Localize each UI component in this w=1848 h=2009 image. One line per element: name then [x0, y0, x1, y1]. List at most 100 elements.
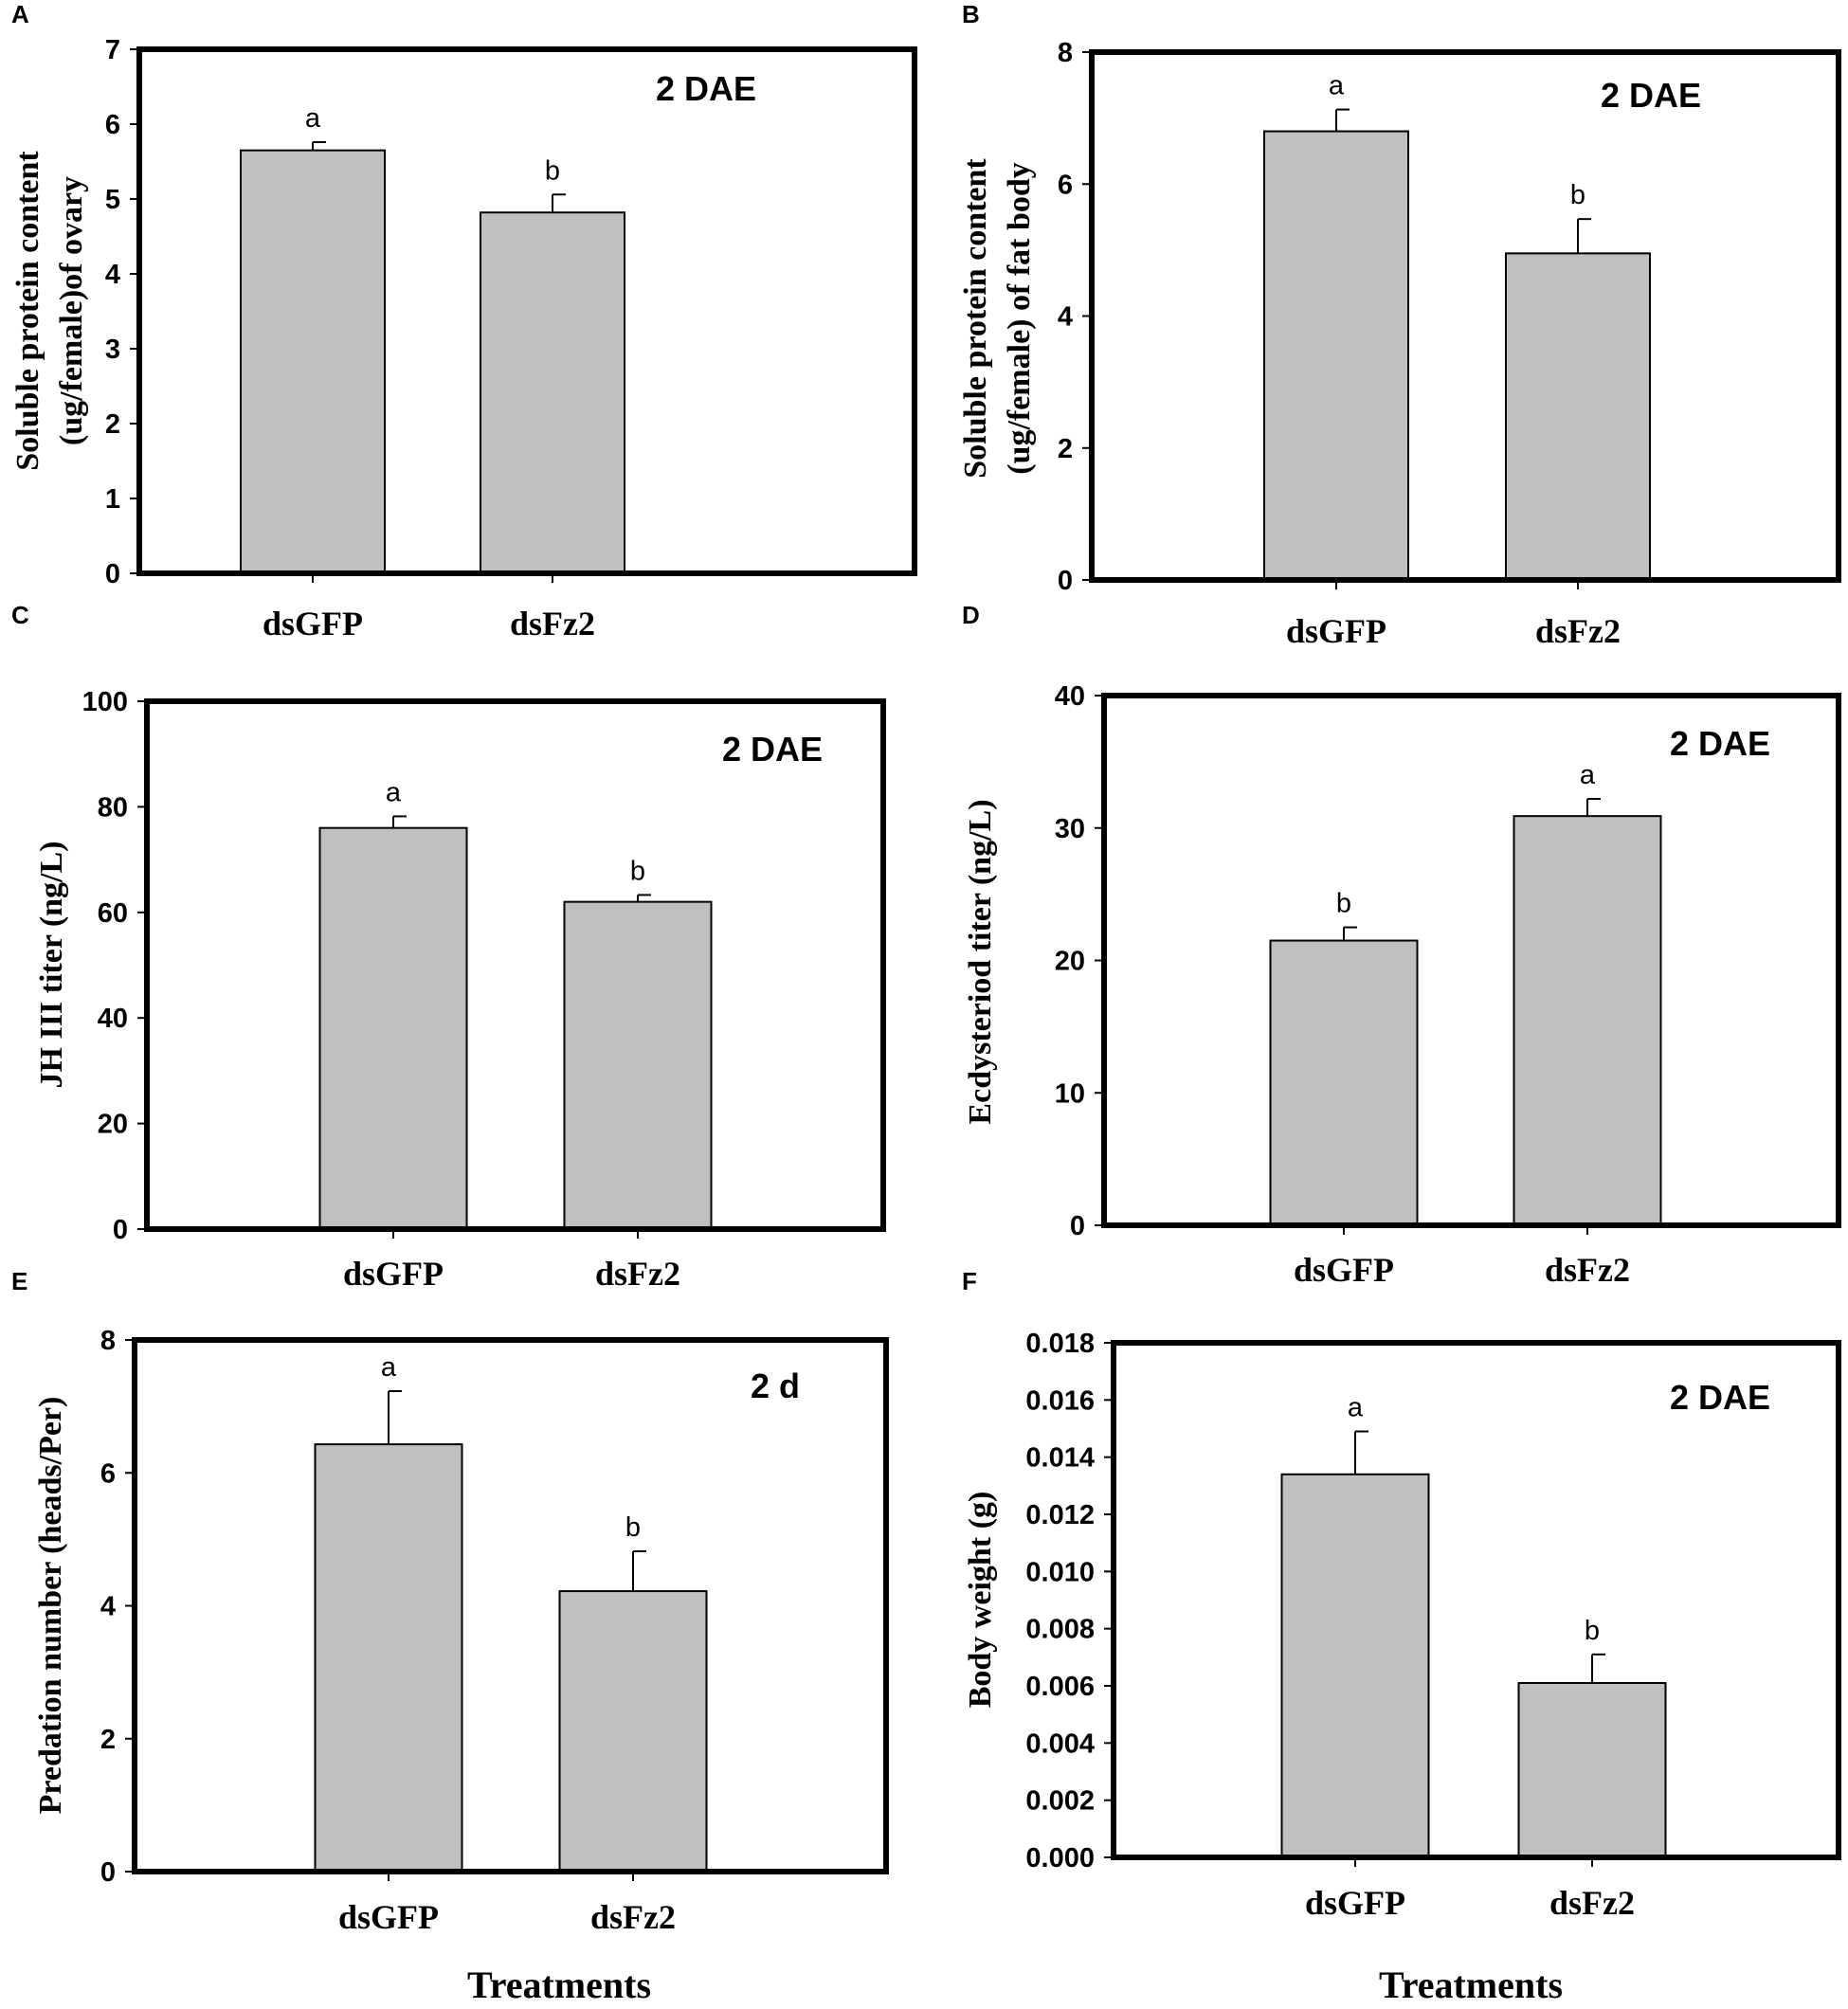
- y-tick-label: 20: [98, 1110, 128, 1140]
- y-tick-label: 8: [1058, 38, 1073, 68]
- significance-letter: a: [1580, 760, 1596, 790]
- significance-letter: b: [625, 1512, 641, 1543]
- panel-annotation: 2 DAE: [1670, 724, 1770, 763]
- panel-letter: A: [11, 0, 29, 28]
- y-tick-label: 0.004: [1025, 1728, 1095, 1759]
- y-tick-label: 2: [1058, 434, 1073, 464]
- x-tick-label: dsGFP: [1286, 612, 1386, 650]
- y-tick-label: 40: [1055, 681, 1085, 712]
- significance-letter: b: [630, 856, 645, 886]
- x-tick-label: dsGFP: [1294, 1251, 1394, 1289]
- plot-frame: [1101, 693, 1841, 1228]
- y-tick-label: 2: [105, 409, 120, 440]
- error-bar-dsgfp: [312, 140, 326, 151]
- bar-dsgfp: [240, 149, 386, 574]
- x-tick-label: dsFz2: [595, 1255, 680, 1293]
- bar-dsfz2: [1505, 252, 1651, 581]
- y-tick-label: 0.008: [1025, 1615, 1095, 1645]
- panel-annotation: 2 DAE: [1670, 1378, 1770, 1417]
- y-tick-label: 6: [105, 110, 120, 140]
- x-tick-label: dsFz2: [1549, 1884, 1635, 1922]
- error-bar-dsfz2: [637, 894, 651, 902]
- error-bar-dsfz2: [632, 1549, 646, 1592]
- bar-dsgfp: [1280, 1473, 1430, 1859]
- x-axis-title: Treatments: [1379, 1964, 1563, 2006]
- bar-dsgfp: [1269, 939, 1419, 1226]
- plot-frame: [1111, 1340, 1841, 1860]
- y-tick-label: 0.002: [1025, 1786, 1095, 1817]
- y-tick-label: 0: [100, 1857, 116, 1888]
- y-tick-label: 30: [1055, 814, 1085, 844]
- significance-letter: a: [1329, 71, 1345, 101]
- panel-annotation: 2 d: [751, 1366, 800, 1405]
- error-bar-dsgfp: [1354, 1430, 1368, 1475]
- error-bar-dsgfp: [388, 1389, 402, 1445]
- error-bar-dsfz2: [1577, 218, 1591, 254]
- plot-frame: [132, 1337, 889, 1874]
- chart-panel-f: Fa dsGFP b dsFz2 0.000 0.002 0.004 0.006 0.008 0.…: [962, 1267, 1841, 2006]
- x-tick-label: dsGFP: [263, 605, 363, 643]
- significance-letter: a: [386, 777, 402, 807]
- significance-letter: a: [381, 1352, 397, 1383]
- x-axis-title: Treatments: [467, 1964, 651, 2006]
- panel-letter: B: [962, 0, 980, 28]
- y-tick-label: 80: [98, 792, 128, 823]
- y-tick-label: 0: [113, 1215, 128, 1245]
- y-tick-label: 6: [1058, 170, 1073, 200]
- y-axis-title: Soluble protein content: [958, 158, 993, 479]
- y-tick-label: 60: [98, 898, 128, 929]
- plot-frame: [1089, 49, 1841, 583]
- bar-dsfz2: [1513, 815, 1662, 1226]
- error-bar-dsgfp: [392, 815, 407, 828]
- bar-dsgfp: [1263, 130, 1409, 582]
- significance-letter: a: [1348, 1393, 1364, 1423]
- y-tick-label: 20: [1055, 947, 1085, 977]
- y-tick-label: 0.006: [1025, 1672, 1095, 1702]
- bar-dsfz2: [563, 900, 713, 1230]
- y-tick-label: 8: [100, 1326, 116, 1356]
- plot-frame: [144, 698, 886, 1232]
- plot-frame: [136, 46, 917, 576]
- panel-annotation: 2 DAE: [656, 69, 756, 108]
- bar-dsgfp: [314, 1443, 463, 1873]
- bar-dsfz2: [1517, 1681, 1667, 1858]
- error-bar-dsgfp: [1343, 926, 1357, 941]
- y-tick-label: 6: [100, 1458, 116, 1489]
- panel-letter: F: [962, 1267, 977, 1295]
- panel-annotation: 2 DAE: [722, 730, 823, 769]
- x-tick-label: dsGFP: [343, 1255, 444, 1293]
- x-tick-label: dsFz2: [510, 605, 595, 643]
- panel-letter: E: [11, 1267, 27, 1295]
- y-tick-label: 0.010: [1025, 1557, 1095, 1587]
- y-tick-label: 0.012: [1025, 1500, 1095, 1530]
- x-tick-label: dsGFP: [338, 1898, 439, 1936]
- panel-letter: D: [962, 601, 980, 629]
- error-bar-dsfz2: [1591, 1653, 1605, 1683]
- panel-letter: C: [11, 601, 29, 629]
- chart-panel-e: Ea dsGFP b dsFz2 0 2 4 6 8 2 d Predation number (h…: [11, 1267, 889, 2006]
- significance-letter: b: [545, 155, 560, 186]
- y-tick-label: 1: [105, 484, 120, 515]
- y-axis-title: JH III titer (ng/L): [34, 842, 69, 1089]
- y-axis-title: (ug/female)of ovary: [54, 176, 89, 445]
- y-axis-title: Soluble protein content: [10, 151, 45, 471]
- y-axis-title: Body weight (g): [963, 1492, 998, 1709]
- y-tick-label: 10: [1055, 1078, 1085, 1109]
- y-axis-title: (ug/female) of fat body: [1002, 162, 1037, 475]
- error-bar-dsfz2: [1586, 798, 1601, 817]
- chart-panel-a: Aa dsGFP b dsFz2 0 1 2 3 4 5 6 7 2 DAE Soluble protei…: [10, 0, 917, 643]
- y-tick-label: 4: [100, 1592, 116, 1622]
- y-tick-label: 100: [82, 687, 128, 717]
- y-tick-label: 4: [105, 260, 120, 290]
- y-tick-label: 40: [98, 1004, 128, 1034]
- y-axis-title: Predation number (heads/Per): [33, 1397, 68, 1815]
- panel-annotation: 2 DAE: [1601, 76, 1701, 115]
- y-tick-label: 4: [1058, 302, 1073, 333]
- bar-dsgfp: [318, 826, 468, 1230]
- y-tick-label: 3: [105, 335, 120, 365]
- y-tick-label: 0: [1070, 1211, 1085, 1241]
- y-tick-label: 0: [105, 559, 120, 589]
- y-tick-label: 0: [1058, 566, 1073, 596]
- error-bar-dsfz2: [552, 193, 566, 213]
